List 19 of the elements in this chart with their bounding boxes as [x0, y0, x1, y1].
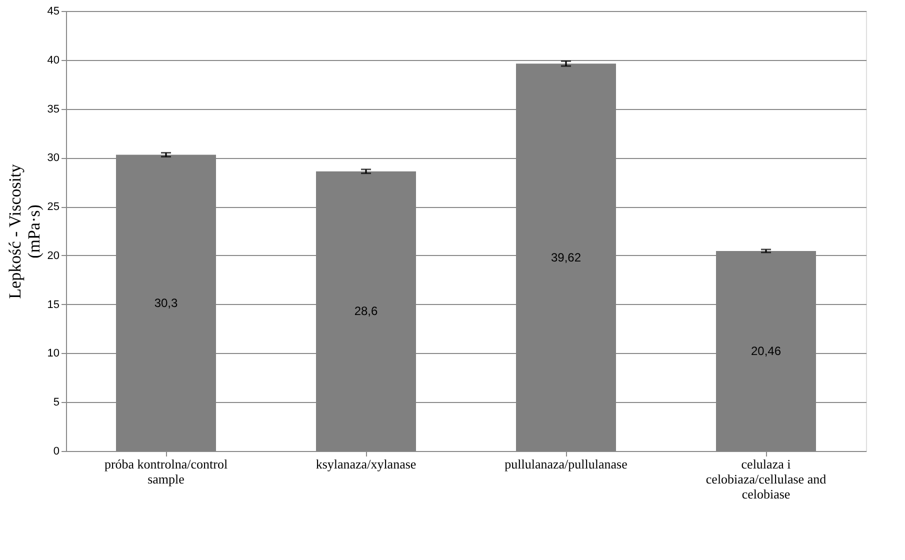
data-label: 39,62 — [550, 250, 582, 264]
y-tick-label: 15 — [47, 298, 60, 311]
data-label: 20,46 — [750, 344, 782, 358]
y-tick-label: 25 — [47, 201, 60, 214]
y-tick-label: 10 — [47, 348, 60, 360]
y-tick-label: 5 — [53, 396, 60, 409]
data-label: 28,6 — [354, 304, 378, 318]
y-tick-label: 40 — [47, 54, 60, 66]
data-label: 30,3 — [154, 296, 178, 310]
x-tick-label: próba kontrolna/control sample — [104, 456, 228, 486]
y-axis-title: Lepkość - Viscosity (mPa·s) — [5, 164, 44, 299]
y-tick-label: 45 — [47, 6, 60, 18]
y-tick-label: 35 — [47, 103, 60, 116]
x-tick-label: ksylanaza/xylanase — [316, 456, 416, 472]
x-tick-label: celulaza i celobiaza/cellulase and celobiase — [706, 456, 827, 502]
y-tick-label: 30 — [47, 152, 60, 164]
x-tick-label: pullulanaza/pullulanase — [504, 456, 628, 472]
y-tick-label: 0 — [53, 446, 60, 458]
y-tick-label: 20 — [47, 250, 60, 262]
